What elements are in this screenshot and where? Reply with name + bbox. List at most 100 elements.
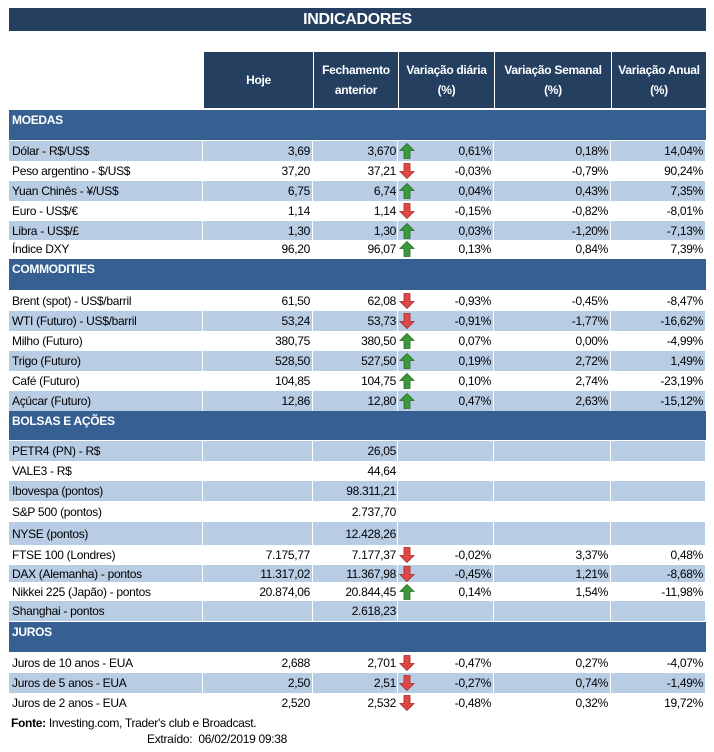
- variacao-diaria-cell: [398, 501, 494, 522]
- table-row: Nikkei 225 (Japão) - pontos 20.874,06 20…: [9, 582, 706, 601]
- hoje-value: 20.874,06: [259, 584, 310, 599]
- fechamento-value: 2,532: [367, 696, 396, 710]
- variacao-anual-value: 0,48%: [670, 548, 703, 562]
- hoje-value: 380,75: [275, 334, 310, 348]
- variacao-diaria-cell: 0,03%: [398, 221, 494, 240]
- table-row: Trigo (Futuro) 528,50 527,50 0,19% 2,72%…: [9, 351, 706, 371]
- indicator-label: Índice DXY: [12, 242, 70, 256]
- section-title: MOEDAS: [12, 113, 63, 127]
- variacao-anual-value: -8,47%: [666, 294, 704, 308]
- indicator-label: Peso argentino - $/US$: [12, 164, 131, 178]
- table-row: Açúcar (Futuro) 12,86 12,80 0,47% 2,63% …: [9, 391, 706, 411]
- table-row: Dólar - R$/US$ 3,69 3,670 0,61% 0,18% 14…: [9, 141, 706, 161]
- hoje-value: 53,24: [203, 311, 313, 331]
- down-arrow-icon: [399, 695, 415, 712]
- variacao-anual-value: [611, 501, 706, 522]
- up-arrow-icon: [399, 583, 415, 600]
- indicator-label: Ibovespa (pontos): [9, 481, 203, 501]
- variacao-diaria-value: -0,15%: [454, 204, 492, 218]
- fechamento-value: 11.367,98: [313, 565, 398, 582]
- hoje-value: 1,14: [287, 204, 310, 218]
- indicator-label: Brent (spot) - US$/barril: [12, 294, 132, 308]
- fechamento-value: 2,701: [367, 656, 396, 670]
- indicator-label: Juros de 10 anos - EUA: [12, 656, 133, 670]
- variacao-anual-value: 7,35%: [611, 181, 706, 201]
- variacao-diaria-cell: 0,10%: [398, 371, 494, 391]
- indicator-label: Dólar - R$/US$: [9, 141, 203, 161]
- variacao-diaria-value: 0,10%: [458, 374, 491, 388]
- indicator-label: FTSE 100 (Londres): [12, 548, 116, 562]
- fechamento-value: 12,80: [313, 391, 398, 411]
- table-row: S&P 500 (pontos) 2.737,70: [9, 501, 706, 522]
- variacao-diaria-cell: 0,13%: [398, 240, 494, 258]
- hoje-value: 7.175,77: [265, 548, 311, 562]
- variacao-anual-value: -8,68%: [611, 565, 706, 582]
- up-arrow-icon: [399, 240, 415, 257]
- indicator-label: Libra - US$/£: [9, 221, 203, 240]
- up-arrow-icon: [399, 352, 415, 369]
- variacao-diaria-cell: [398, 461, 494, 481]
- column-header-variacao-anual: Variação Anual (%): [611, 52, 706, 108]
- hoje-value: [203, 441, 313, 461]
- variacao-semanal-value: -0,45%: [571, 294, 609, 308]
- variacao-semanal-value: [494, 501, 611, 522]
- indicator-label: DAX (Alemanha) - pontos: [9, 565, 203, 582]
- section-header: BOLSAS E AÇÕES: [9, 411, 706, 440]
- variacao-diaria-value: -0,27%: [454, 676, 492, 690]
- table-row: Peso argentino - $/US$ 37,20 37,21 -0,03…: [9, 161, 706, 181]
- variacao-semanal-value: 0,00%: [575, 334, 608, 348]
- variacao-diaria-cell: [398, 601, 494, 621]
- down-arrow-icon: [399, 203, 415, 220]
- variacao-diaria-value: 0,03%: [458, 223, 491, 238]
- variacao-anual-value: -7,13%: [611, 221, 706, 240]
- table-row: Juros de 10 anos - EUA 2,688 2,701 -0,47…: [9, 653, 706, 673]
- variacao-diaria-cell: -0,47%: [398, 653, 494, 673]
- variacao-semanal-value: -1,77%: [494, 311, 611, 331]
- source-note: Fonte: Investing.com, Trader's club e Br…: [11, 716, 257, 730]
- up-arrow-icon: [399, 392, 415, 409]
- variacao-semanal-value: 2,63%: [494, 391, 611, 411]
- down-arrow-icon: [399, 565, 415, 582]
- fechamento-value: 1,14: [373, 204, 396, 218]
- variacao-diaria-value: 0,47%: [458, 394, 491, 408]
- section-header: JUROS: [9, 622, 706, 652]
- variacao-anual-value: [611, 441, 706, 461]
- variacao-diaria-value: 0,07%: [458, 334, 491, 348]
- table-row: Juros de 5 anos - EUA 2,50 2,51 -0,27% 0…: [9, 673, 706, 693]
- hoje-value: 61,50: [281, 294, 310, 308]
- variacao-semanal-value: -0,82%: [571, 204, 609, 218]
- variacao-anual-value: 14,04%: [611, 141, 706, 161]
- variacao-diaria-value: 0,19%: [458, 354, 491, 368]
- indicator-label: Trigo (Futuro): [9, 351, 203, 371]
- variacao-diaria-cell: -0,02%: [398, 545, 494, 565]
- section-title: JUROS: [12, 625, 52, 639]
- indicator-label: Euro - US$/€: [12, 204, 78, 218]
- variacao-semanal-value: 1,54%: [575, 584, 608, 599]
- down-arrow-icon: [399, 547, 415, 564]
- column-header-variacao-diaria: Variação diária (%): [398, 52, 494, 108]
- variacao-semanal-value: [494, 441, 611, 461]
- fechamento-value: 380,50: [361, 334, 396, 348]
- variacao-anual-value: -15,12%: [611, 391, 706, 411]
- variacao-diaria-value: 0,14%: [458, 584, 491, 599]
- indicator-label: Yuan Chinês - ¥/US$: [9, 181, 203, 201]
- variacao-semanal-value: 0,32%: [575, 696, 608, 710]
- variacao-anual-value: 90,24%: [664, 164, 703, 178]
- hoje-value: 6,75: [203, 181, 313, 201]
- fechamento-value: 26,05: [313, 441, 398, 461]
- table-row: Café (Futuro) 104,85 104,75 0,10% 2,74% …: [9, 371, 706, 391]
- table-row: FTSE 100 (Londres) 7.175,77 7.177,37 -0,…: [9, 545, 706, 565]
- variacao-semanal-value: 0,18%: [494, 141, 611, 161]
- variacao-semanal-value: 3,37%: [575, 548, 608, 562]
- table-row: Brent (spot) - US$/barril 61,50 62,08 -0…: [9, 291, 706, 311]
- down-arrow-icon: [399, 293, 415, 310]
- table-row: VALE3 - R$ 44,64: [9, 461, 706, 481]
- indicator-label: Nikkei 225 (Japão) - pontos: [12, 584, 151, 599]
- variacao-anual-value: 1,49%: [611, 351, 706, 371]
- variacao-diaria-value: -0,45%: [454, 566, 492, 581]
- table-row: Ibovespa (pontos) 98.311,21: [9, 481, 706, 501]
- hoje-value: 37,20: [281, 164, 310, 178]
- hoje-value: 1,30: [203, 221, 313, 240]
- fechamento-value: 1,30: [313, 221, 398, 240]
- variacao-semanal-value: 2,74%: [575, 374, 608, 388]
